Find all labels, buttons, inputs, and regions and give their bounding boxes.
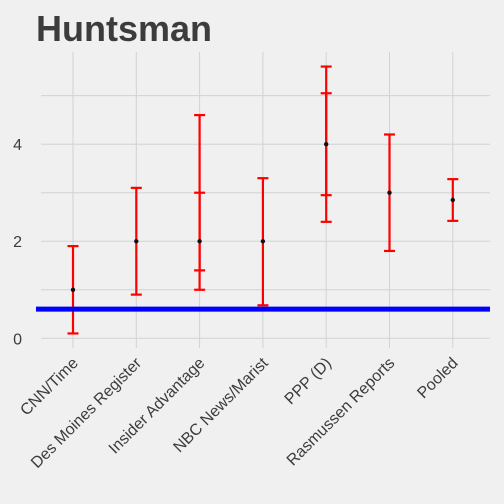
chart-title: Huntsman (36, 8, 212, 49)
estimate-point (134, 239, 138, 243)
y-axis-ticks: 0 2 4 (13, 137, 22, 348)
estimate-point (261, 239, 265, 243)
x-tick-label: Des Moines Register (28, 354, 146, 472)
x-tick-label: PPP (D) (282, 355, 335, 408)
x-tick-label: Pooled (414, 355, 461, 402)
x-tick-label: CNN/Time (17, 355, 81, 419)
estimate-point (324, 142, 328, 146)
y-tick-label: 0 (13, 331, 22, 348)
y-tick-label: 2 (13, 234, 22, 251)
estimate-point (197, 239, 201, 243)
estimate-point (71, 288, 75, 292)
grid (41, 52, 490, 348)
y-tick-label: 4 (13, 137, 22, 154)
estimate-point (451, 198, 455, 202)
x-tick-label: Rasmussen Reports (284, 355, 399, 470)
estimate-point (387, 191, 391, 195)
